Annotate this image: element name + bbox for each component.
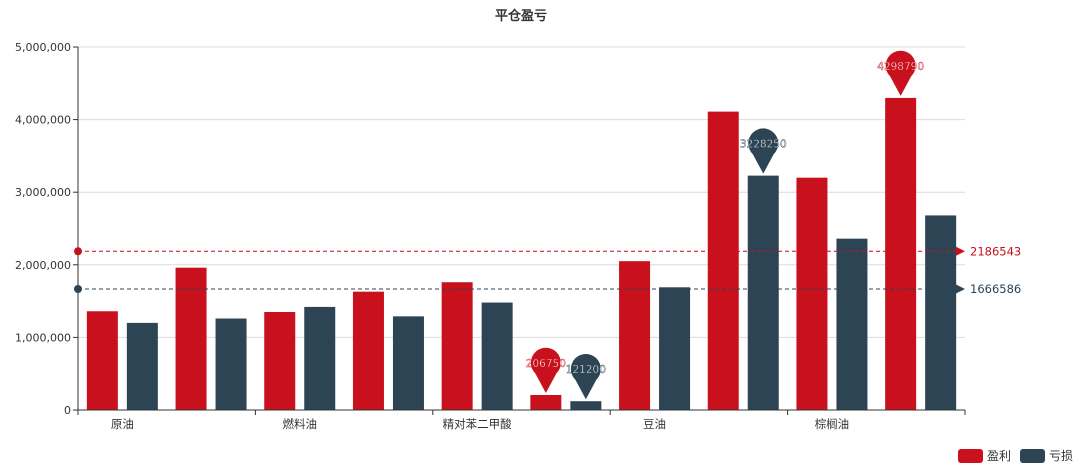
x-tick-label: 豆油: [643, 417, 666, 431]
average-line-start-dot: [74, 285, 82, 294]
pin-value-label: 121200: [566, 364, 606, 376]
bar-loss: [659, 287, 691, 410]
bar-profit: [885, 97, 917, 411]
pin-marker: 3228250: [740, 128, 787, 174]
bar-profit: [441, 282, 473, 410]
bars: [86, 97, 957, 411]
bar-loss: [747, 175, 779, 410]
pin-value-label: 4298790: [877, 61, 924, 73]
pin-shape: [570, 353, 601, 400]
x-tick-label: 精对苯二甲酸: [443, 417, 512, 431]
bar-loss: [126, 322, 158, 410]
average-value-label: 1666586: [970, 282, 1021, 296]
y-tick-label: 1,000,000: [15, 331, 71, 344]
pin-marker: 206750: [526, 347, 566, 393]
legend-label: 亏损: [1049, 449, 1073, 463]
bar-profit: [707, 111, 739, 410]
average-lines: 2186543 1666586: [74, 244, 1021, 296]
bar-loss: [481, 302, 513, 410]
average-line-start-dot: [74, 247, 82, 256]
x-tick-label: 原油: [111, 417, 134, 431]
bar-loss: [215, 318, 247, 410]
x-tick-label: 棕榈油: [815, 417, 850, 431]
pin-marker: 121200: [566, 353, 606, 400]
bar-profit: [619, 261, 651, 410]
bar-loss: [925, 215, 957, 410]
bar-profit: [175, 267, 207, 410]
pin-shape: [748, 128, 779, 174]
legend-item-loss[interactable]: 亏损: [1020, 449, 1073, 463]
bar-profit: [264, 311, 296, 410]
bar-loss: [304, 306, 336, 410]
legend-swatch: [1020, 449, 1045, 463]
bar-loss: [836, 238, 868, 410]
average-value-label: 2186543: [970, 244, 1021, 258]
average-line-arrow: [956, 284, 965, 294]
y-tick-label: 2,000,000: [15, 259, 71, 272]
y-tick-label: 5,000,000: [15, 41, 71, 54]
pin-marker: 4298790: [877, 50, 924, 96]
chart-title: 平仓盈亏: [495, 8, 547, 24]
bar-loss: [570, 401, 602, 410]
axes: 0 1,000,000 2,000,000 3,000,000 4,000,000 5,0…: [15, 41, 966, 431]
pin-shape: [885, 50, 916, 96]
pin-shape: [530, 347, 561, 393]
pin-value-label: 3228250: [740, 139, 787, 151]
legend[interactable]: 盈利 亏损: [958, 449, 1073, 463]
bar-profit: [530, 394, 562, 410]
legend-label: 盈利: [987, 449, 1011, 463]
bar-profit: [352, 291, 384, 410]
y-tick-label: 3,000,000: [15, 186, 71, 199]
markers: 206750 4298790 121200 3228250: [526, 50, 924, 400]
grid: [78, 46, 965, 338]
bar-loss: [392, 316, 424, 410]
bar-profit: [796, 177, 828, 410]
y-tick-label: 0: [64, 404, 71, 417]
legend-item-profit[interactable]: 盈利: [958, 449, 1011, 463]
bar-profit: [86, 311, 118, 410]
legend-swatch: [958, 449, 983, 463]
pin-value-label: 206750: [526, 358, 566, 370]
y-tick-label: 4,000,000: [15, 114, 71, 127]
x-tick-label: 燃料油: [283, 417, 318, 431]
average-line-arrow: [956, 246, 965, 256]
